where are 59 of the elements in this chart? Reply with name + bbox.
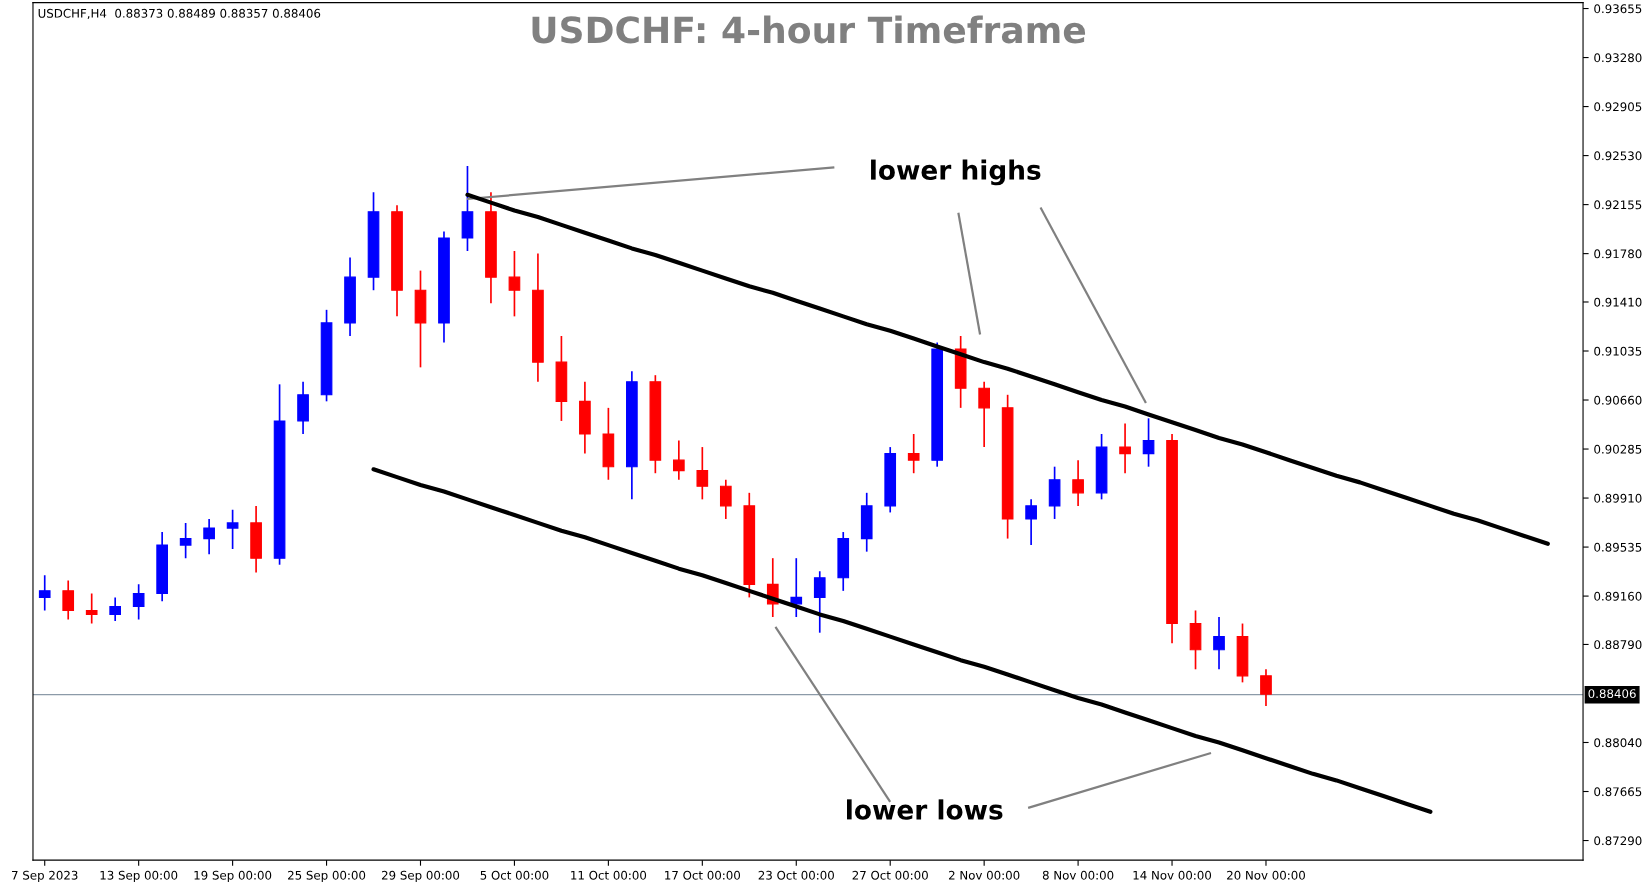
candlestick [1119, 422, 1131, 475]
y-tick-label: 0.88040 [1594, 738, 1642, 748]
x-tick-label: 13 Sep 00:00 [100, 870, 178, 882]
annotation: USDCHF,H4 0.88373 0.88489 0.88357 0.88406 [38, 8, 321, 19]
candlestick [203, 518, 215, 556]
candlestick [907, 433, 920, 475]
candlestick [790, 557, 803, 618]
candlestick [38, 574, 51, 612]
x-tick-label: 14 Nov 00:00 [1133, 870, 1212, 880]
candlestick [1072, 459, 1084, 507]
candlestick [719, 478, 732, 520]
y-tick-label: 0.92905 [1594, 102, 1642, 112]
x-tick-label: 8 Nov 00:00 [1042, 870, 1114, 880]
candlestick [226, 508, 239, 550]
y-tick-label: 0.87665 [1594, 787, 1642, 797]
candlestick [696, 446, 709, 501]
y-tick-label: 0.93280 [1594, 53, 1642, 63]
x-tick-label: 19 Sep 00:00 [194, 870, 272, 882]
x-tick-label: 2 Nov 00:00 [948, 870, 1020, 880]
candlestick [1025, 498, 1037, 546]
candlestick [62, 579, 75, 621]
y-tick-label: 0.93655 [1594, 4, 1642, 14]
candlestick [109, 596, 122, 622]
candlestick [813, 570, 826, 634]
annotation: lower lows [847, 799, 1003, 820]
candlestick [85, 592, 98, 625]
candlestick [978, 380, 990, 448]
y-tick-label: 0.88790 [1594, 640, 1642, 650]
x-tick-label: 27 Oct 00:00 [852, 870, 928, 880]
annotation: lower highs [871, 159, 1041, 186]
y-tick-label: 0.92530 [1594, 151, 1642, 161]
x-tick-label: 29 Sep 00:00 [381, 870, 460, 882]
candlestick [672, 439, 685, 481]
y-tick-label: 0.89160 [1594, 591, 1642, 601]
line-series [465, 192, 1550, 546]
candlestick [508, 250, 521, 318]
y-tick-label: 0.89910 [1594, 493, 1642, 503]
candlestick [132, 583, 145, 621]
candlestick [1142, 417, 1155, 468]
y-tick-label: 0.91035 [1594, 346, 1642, 356]
y-tick-label: 0.90285 [1594, 444, 1642, 454]
y-tick-label: 0.92155 [1594, 200, 1642, 210]
x-tick-label: 5 Oct 00:00 [480, 870, 549, 880]
x-tick-label: 7 Sep 2023 [12, 870, 78, 882]
ref-line-label: 0.88406 [1588, 689, 1636, 699]
candlestick [1213, 616, 1225, 671]
x-tick-label: 11 Oct 00:00 [571, 870, 647, 880]
y-tick-label: 0.90660 [1594, 395, 1642, 405]
x-tick-label: 23 Oct 00:00 [758, 870, 834, 880]
y-tick-label: 0.91780 [1594, 249, 1642, 259]
candlestick [179, 522, 192, 560]
y-tick-label: 0.87290 [1594, 836, 1642, 846]
y-tick-label: 0.91410 [1594, 297, 1642, 307]
x-tick-label: 25 Sep 00:00 [288, 870, 366, 882]
y-tick-label: 0.89535 [1594, 542, 1642, 552]
x-tick-label: 17 Oct 00:00 [665, 870, 741, 880]
chart-title: USDCHF: 4-hour Timeframe [532, 15, 1086, 44]
x-tick-label: 20 Nov 00:00 [1227, 870, 1305, 880]
candlestick [1260, 668, 1272, 707]
